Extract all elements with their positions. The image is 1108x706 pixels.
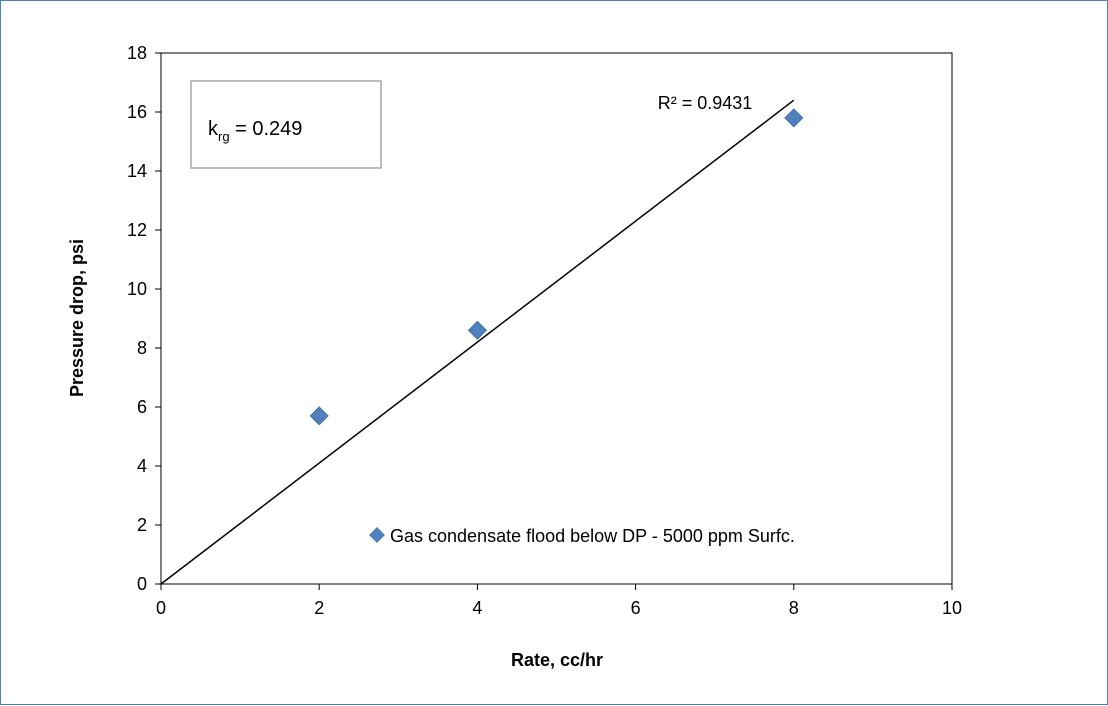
annotation-value: = 0.249 — [230, 118, 303, 140]
annotation-box: krg = 0.249 — [190, 80, 382, 169]
annotation-base: k — [208, 118, 219, 140]
y-tick-label: 8 — [137, 338, 147, 358]
y-tick-label: 2 — [137, 515, 147, 535]
y-tick-label: 4 — [137, 456, 147, 476]
x-tick-label: 4 — [472, 598, 482, 618]
legend: Gas condensate flood below DP - 5000 ppm… — [369, 526, 795, 546]
x-tick-label: 0 — [156, 598, 166, 618]
annotation-box-border — [190, 80, 382, 169]
data-point — [467, 320, 487, 340]
annotation-text: krg = 0.249 — [208, 118, 302, 144]
trendline — [160, 99, 795, 585]
x-tick-label: 8 — [789, 598, 799, 618]
x-tick-label: 10 — [942, 598, 962, 618]
data-point — [784, 108, 804, 128]
x-tick-label: 2 — [314, 598, 324, 618]
x-tick-label: 6 — [631, 598, 641, 618]
y-tick-label: 6 — [137, 397, 147, 417]
y-tick-label: 0 — [137, 574, 147, 594]
x-axis: 0 2 4 6 8 10 — [156, 584, 962, 618]
data-points — [309, 108, 804, 426]
y-tick-label: 12 — [127, 220, 147, 240]
annotation-subscript: rg — [218, 129, 230, 144]
data-point — [309, 406, 329, 426]
y-tick-label: 16 — [127, 102, 147, 122]
legend-marker — [369, 527, 385, 543]
y-axis: 0 2 4 6 8 10 12 14 16 18 — [127, 43, 161, 594]
r2-label: R² = 0.9431 — [658, 93, 753, 113]
y-tick-label: 10 — [127, 279, 147, 299]
y-axis-title: Pressure drop, psi — [67, 239, 87, 397]
y-tick-label: 18 — [127, 43, 147, 63]
legend-label: Gas condensate flood below DP - 5000 ppm… — [390, 526, 795, 546]
x-axis-title: Rate, cc/hr — [511, 650, 603, 670]
y-tick-label: 14 — [127, 161, 147, 181]
